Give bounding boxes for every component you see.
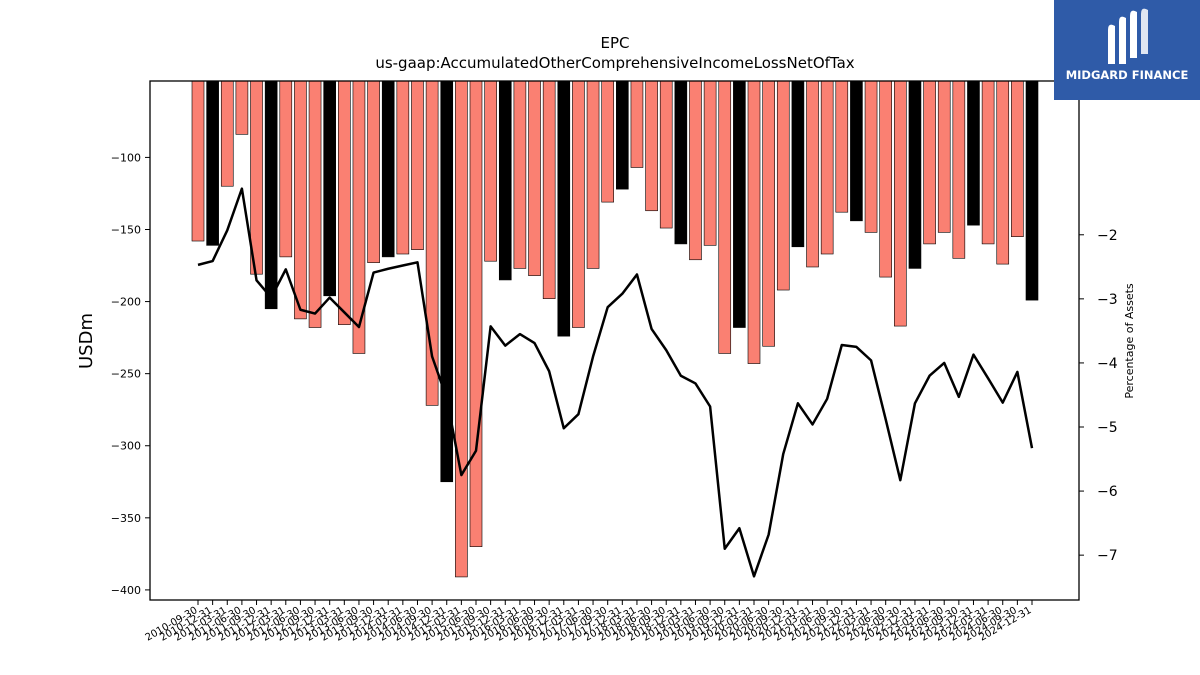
bar [981,80,995,245]
bar [689,80,702,261]
x-axis: 2010-09-302010-12-312011-03-312011-06-30… [144,600,1034,644]
bar [601,80,614,203]
chart-subtitle: us-gaap:AccumulatedOtherComprehensiveInc… [375,54,854,72]
y-tick-label: −350 [111,512,141,525]
bar [762,80,775,347]
bar [1011,80,1024,237]
y2-tick-label: −4 [1097,356,1118,372]
bar [294,80,307,320]
y2-tick-label: −7 [1097,548,1118,564]
y2-tick-label: −2 [1097,228,1118,244]
bar [718,80,732,354]
series-line [197,187,1034,578]
bar [308,80,322,328]
bar [645,80,658,212]
bar [455,80,468,578]
bar [250,80,263,275]
y-axis-left: −100 −150 −200 −250 −300 −350 −400 [111,151,150,597]
plot-frame [149,80,1080,601]
bar [367,80,380,263]
y-tick-label: −400 [111,584,141,597]
bar [586,80,600,269]
bar [937,80,951,233]
bar [776,80,790,291]
logo-mark-icon [1108,8,1148,65]
chart-title: EPC [601,34,630,52]
bar [967,80,980,226]
bar [806,80,819,268]
bar [557,80,571,337]
bar [279,80,293,258]
bar [484,80,497,262]
y2-tick-label: −5 [1097,420,1118,436]
bar [952,80,966,259]
bar [703,80,717,246]
bar [616,80,629,190]
logo-text: MIDGARD FINANCE [1065,68,1189,82]
bar [542,80,556,299]
brand-logo: MIDGARD FINANCE [1054,0,1200,100]
y-axis-label: USDm [76,313,97,369]
bar [396,80,410,255]
bar [498,80,512,281]
bar [850,80,863,222]
bar [820,80,834,255]
bar [996,80,1010,265]
bar [338,80,351,325]
bar [791,80,805,248]
bar [206,80,219,246]
bar [894,80,907,327]
bar [630,80,644,168]
y-tick-label: −200 [111,296,141,309]
bar [879,80,892,278]
bar [323,80,336,297]
bar [1025,80,1039,301]
y-tick-label: −300 [111,440,141,453]
bar [469,80,483,547]
bar [659,80,673,229]
bar [908,80,922,269]
bar [411,80,424,250]
bar [674,80,688,245]
bar [235,80,249,135]
y2-tick-label: −6 [1097,484,1118,500]
bar [264,80,278,310]
y-tick-label: −100 [111,151,141,164]
y-axis-right: −2 −3 −4 −5 −6 −7 [1079,228,1118,564]
bar [191,80,205,242]
bar [572,80,585,328]
y2-tick-label: −3 [1097,292,1118,308]
y-tick-label: −250 [111,368,141,381]
bar [864,80,878,233]
bar [923,80,936,245]
y2-axis-label: Percentage of Assets [1123,283,1136,399]
bar [528,80,541,276]
bar [513,80,527,269]
bar-group [191,80,1039,578]
bar [747,80,761,364]
bar [381,80,395,258]
bar [835,80,849,213]
line-group [197,187,1034,578]
y-tick-label: −150 [111,223,141,236]
bar [220,80,234,187]
bar [733,80,746,328]
